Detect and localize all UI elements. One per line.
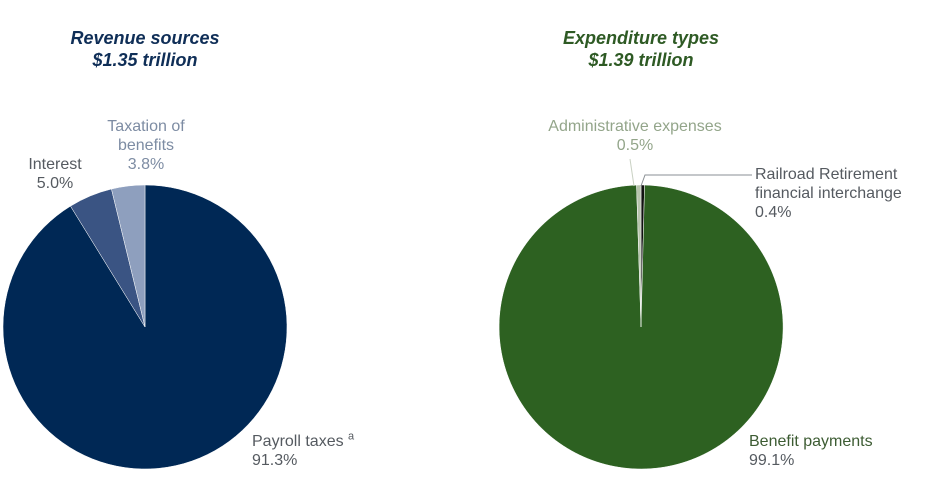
- railroad-leader-line: [640, 174, 752, 187]
- taxation-label-line2: benefits: [117, 137, 175, 154]
- railroad-label-line1: Railroad Retirement: [755, 166, 898, 183]
- benefit-pct: 99.1%: [749, 452, 795, 469]
- pie-slice-taxation-of-benefits: [111, 184, 146, 328]
- pie-slice-benefit-payments: [498, 184, 784, 470]
- revenue-chart-title: Revenue sources $1.35 trillion: [40, 27, 250, 71]
- payroll-footnote-marker: a: [348, 430, 355, 443]
- label-railroad-retirement: Railroad Retirement financial interchang…: [755, 165, 902, 222]
- label-interest: Interest 5.0%: [20, 155, 90, 193]
- label-payroll-taxes: Payroll taxes a 91.3%: [252, 430, 355, 470]
- expenditure-total: $1.39 trillion: [588, 50, 694, 70]
- interest-label: Interest: [28, 156, 82, 173]
- payroll-label: Payroll taxes: [252, 433, 344, 450]
- railroad-pct: 0.4%: [755, 204, 792, 221]
- label-benefit-payments: Benefit payments 99.1%: [749, 432, 873, 470]
- benefit-label: Benefit payments: [749, 433, 873, 450]
- taxation-label-line1: Taxation of: [107, 118, 185, 135]
- expenditure-pie: [498, 184, 784, 470]
- taxation-pct: 3.8%: [127, 156, 165, 173]
- railroad-label-line2: financial interchange: [755, 185, 902, 202]
- revenue-total: $1.35 trillion: [92, 50, 198, 70]
- label-administrative-expenses: Administrative expenses 0.5%: [520, 117, 750, 155]
- expenditure-chart-title: Expenditure types $1.39 trillion: [536, 27, 746, 71]
- admin-leader-line: [629, 158, 635, 187]
- interest-pct: 5.0%: [36, 175, 74, 192]
- label-taxation-of-benefits: Taxation of benefits 3.8%: [78, 117, 214, 174]
- revenue-pie: [2, 184, 288, 470]
- payroll-pct: 91.3%: [252, 452, 298, 469]
- admin-label: Administrative expenses: [548, 118, 722, 135]
- admin-pct: 0.5%: [616, 137, 654, 154]
- expenditure-title: Expenditure types: [562, 28, 720, 48]
- revenue-title: Revenue sources: [70, 28, 220, 48]
